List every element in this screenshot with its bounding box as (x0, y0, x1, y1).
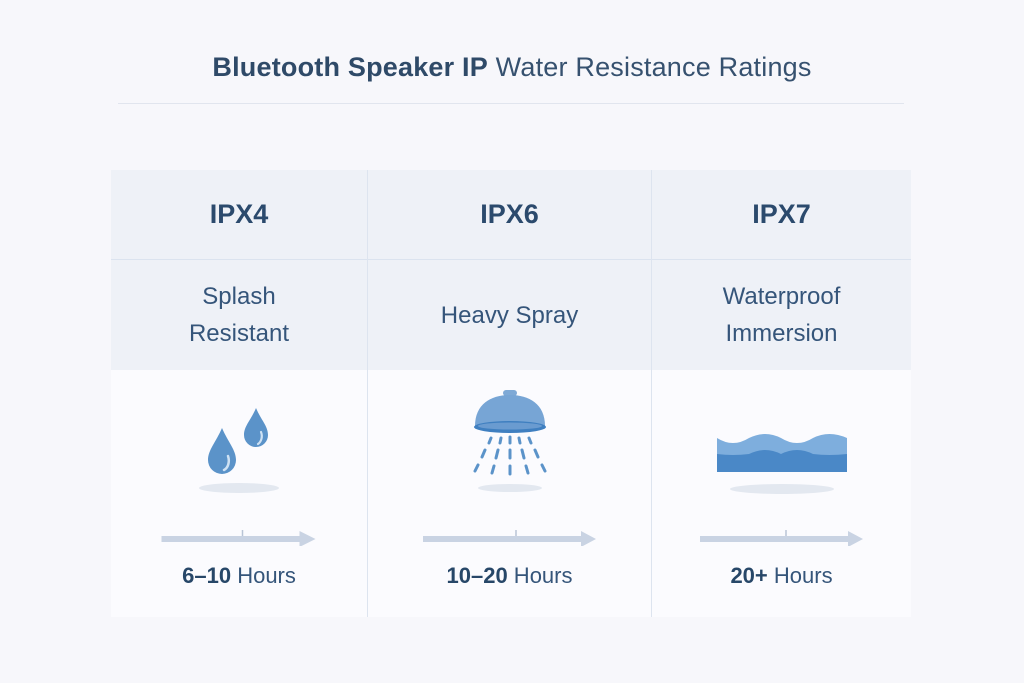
rating-code: IPX6 (368, 170, 651, 260)
hours-unit: Hours (231, 563, 296, 588)
hours-unit: Hours (767, 563, 833, 588)
rating-column-ipx6: IPX6 Heavy Spray (368, 170, 652, 617)
title-divider (118, 103, 904, 104)
rating-body: 6–10 Hours (111, 370, 367, 617)
hours-unit: Hours (507, 563, 573, 588)
battery-hours: 10–20 Hours (368, 563, 651, 589)
hours-value: 6–10 (182, 563, 232, 588)
rating-code: IPX7 (652, 170, 911, 260)
page-title: Bluetooth Speaker IP Water Resistance Ra… (0, 52, 1024, 83)
rating-body: 20+ Hours (652, 370, 911, 617)
hours-value: 20+ (730, 563, 768, 588)
battery-hours: 20+ Hours (652, 563, 911, 589)
battery-hours: 6–10 Hours (111, 563, 367, 589)
timeline-arrow-icon (161, 530, 316, 546)
water-droplets-icon (199, 408, 279, 493)
rating-description: Heavy Spray (368, 260, 651, 370)
shower-head-spray-icon (473, 390, 546, 492)
rating-column-ipx7: IPX7 Waterproof Immersion 20+ Hours (652, 170, 911, 617)
rating-code: IPX4 (111, 170, 367, 260)
rating-description: Splash Resistant (111, 260, 367, 370)
timeline-arrow-icon (422, 530, 596, 546)
hours-value: 10–20 (446, 563, 508, 588)
rating-body: 10–20 Hours (368, 370, 651, 617)
rating-column-ipx4: IPX4 Splash Resistant 6–10 Hours (111, 170, 368, 617)
water-waves-icon (716, 434, 847, 494)
rating-description: Waterproof Immersion (652, 260, 911, 370)
title-regular: Water Resistance Ratings (487, 52, 812, 82)
timeline-arrow-icon (699, 530, 863, 546)
ratings-table: IPX4 Splash Resistant 6–10 Hours IPX6 He… (111, 170, 911, 617)
title-bold: Bluetooth Speaker IP (212, 52, 488, 82)
